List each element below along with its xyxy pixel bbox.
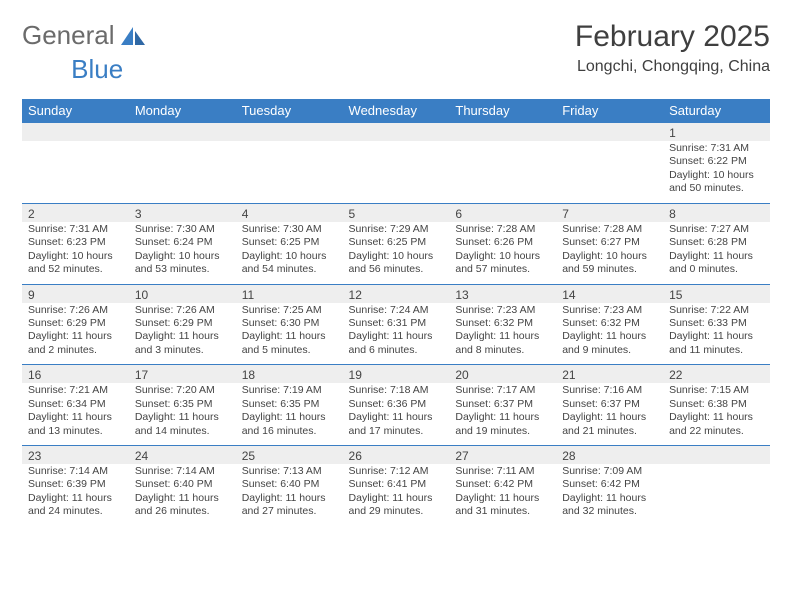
day-number-cell: 24 (129, 446, 236, 465)
day-detail-cell (22, 141, 129, 203)
day-number-cell: 19 (343, 365, 450, 384)
location-text: Longchi, Chongqing, China (575, 58, 770, 76)
day-number-cell: 17 (129, 365, 236, 384)
day-detail-cell: Sunrise: 7:27 AMSunset: 6:28 PMDaylight:… (663, 222, 770, 284)
day-number-row: 2345678 (22, 203, 770, 222)
day-detail-cell: Sunrise: 7:30 AMSunset: 6:24 PMDaylight:… (129, 222, 236, 284)
day-detail-cell: Sunrise: 7:31 AMSunset: 6:22 PMDaylight:… (663, 141, 770, 203)
day-detail-row: Sunrise: 7:26 AMSunset: 6:29 PMDaylight:… (22, 303, 770, 365)
day-detail-cell: Sunrise: 7:18 AMSunset: 6:36 PMDaylight:… (343, 383, 450, 445)
day-number-cell (343, 123, 450, 142)
day-number-cell (129, 123, 236, 142)
day-number-cell: 20 (449, 365, 556, 384)
day-detail-cell: Sunrise: 7:29 AMSunset: 6:25 PMDaylight:… (343, 222, 450, 284)
day-detail-cell: Sunrise: 7:28 AMSunset: 6:26 PMDaylight:… (449, 222, 556, 284)
day-number-cell: 16 (22, 365, 129, 384)
day-detail-cell: Sunrise: 7:17 AMSunset: 6:37 PMDaylight:… (449, 383, 556, 445)
brand-part2: Blue (71, 54, 123, 85)
day-number-cell: 3 (129, 203, 236, 222)
day-detail-cell (129, 141, 236, 203)
day-number-cell: 6 (449, 203, 556, 222)
day-number-row: 232425262728 (22, 446, 770, 465)
day-detail-cell (663, 464, 770, 526)
day-number-row: 1 (22, 123, 770, 142)
day-detail-row: Sunrise: 7:21 AMSunset: 6:34 PMDaylight:… (22, 383, 770, 445)
day-detail-cell (556, 141, 663, 203)
day-number-cell: 27 (449, 446, 556, 465)
title-block: February 2025 Longchi, Chongqing, China (575, 20, 770, 76)
day-detail-cell: Sunrise: 7:23 AMSunset: 6:32 PMDaylight:… (556, 303, 663, 365)
day-detail-cell: Sunrise: 7:13 AMSunset: 6:40 PMDaylight:… (236, 464, 343, 526)
day-detail-cell: Sunrise: 7:11 AMSunset: 6:42 PMDaylight:… (449, 464, 556, 526)
day-detail-cell: Sunrise: 7:20 AMSunset: 6:35 PMDaylight:… (129, 383, 236, 445)
brand-logo: General (22, 20, 147, 51)
day-detail-cell: Sunrise: 7:25 AMSunset: 6:30 PMDaylight:… (236, 303, 343, 365)
day-detail-cell: Sunrise: 7:26 AMSunset: 6:29 PMDaylight:… (129, 303, 236, 365)
day-number-cell (22, 123, 129, 142)
day-number-cell: 18 (236, 365, 343, 384)
weekday-header-cell: Friday (556, 99, 663, 123)
day-number-cell: 21 (556, 365, 663, 384)
weekday-header-cell: Monday (129, 99, 236, 123)
day-number-cell: 2 (22, 203, 129, 222)
day-number-cell: 5 (343, 203, 450, 222)
day-number-cell: 25 (236, 446, 343, 465)
brand-part1: General (22, 20, 115, 51)
day-detail-cell (449, 141, 556, 203)
day-detail-cell: Sunrise: 7:26 AMSunset: 6:29 PMDaylight:… (22, 303, 129, 365)
calendar-table: SundayMondayTuesdayWednesdayThursdayFrid… (22, 99, 770, 526)
day-number-cell: 9 (22, 284, 129, 303)
weekday-header-cell: Tuesday (236, 99, 343, 123)
day-detail-cell: Sunrise: 7:30 AMSunset: 6:25 PMDaylight:… (236, 222, 343, 284)
day-number-cell: 13 (449, 284, 556, 303)
day-number-cell: 12 (343, 284, 450, 303)
day-number-cell: 4 (236, 203, 343, 222)
day-detail-cell: Sunrise: 7:16 AMSunset: 6:37 PMDaylight:… (556, 383, 663, 445)
weekday-header-cell: Thursday (449, 99, 556, 123)
day-number-cell: 23 (22, 446, 129, 465)
sail-icon (119, 25, 147, 47)
day-number-cell: 26 (343, 446, 450, 465)
day-number-cell: 7 (556, 203, 663, 222)
day-detail-cell: Sunrise: 7:09 AMSunset: 6:42 PMDaylight:… (556, 464, 663, 526)
day-detail-cell: Sunrise: 7:12 AMSunset: 6:41 PMDaylight:… (343, 464, 450, 526)
day-number-cell (663, 446, 770, 465)
day-detail-cell: Sunrise: 7:14 AMSunset: 6:39 PMDaylight:… (22, 464, 129, 526)
day-number-cell: 10 (129, 284, 236, 303)
day-detail-cell: Sunrise: 7:28 AMSunset: 6:27 PMDaylight:… (556, 222, 663, 284)
weekday-header-row: SundayMondayTuesdayWednesdayThursdayFrid… (22, 99, 770, 123)
day-detail-cell: Sunrise: 7:24 AMSunset: 6:31 PMDaylight:… (343, 303, 450, 365)
day-detail-cell: Sunrise: 7:23 AMSunset: 6:32 PMDaylight:… (449, 303, 556, 365)
day-detail-cell: Sunrise: 7:19 AMSunset: 6:35 PMDaylight:… (236, 383, 343, 445)
month-title: February 2025 (575, 20, 770, 54)
day-detail-cell (343, 141, 450, 203)
day-number-cell: 14 (556, 284, 663, 303)
weekday-header-cell: Saturday (663, 99, 770, 123)
day-number-cell: 15 (663, 284, 770, 303)
day-number-cell (449, 123, 556, 142)
day-detail-row: Sunrise: 7:14 AMSunset: 6:39 PMDaylight:… (22, 464, 770, 526)
day-number-row: 16171819202122 (22, 365, 770, 384)
day-detail-cell: Sunrise: 7:21 AMSunset: 6:34 PMDaylight:… (22, 383, 129, 445)
day-number-row: 9101112131415 (22, 284, 770, 303)
day-number-cell (556, 123, 663, 142)
weekday-header-cell: Wednesday (343, 99, 450, 123)
day-detail-cell: Sunrise: 7:22 AMSunset: 6:33 PMDaylight:… (663, 303, 770, 365)
day-number-cell: 22 (663, 365, 770, 384)
day-detail-row: Sunrise: 7:31 AMSunset: 6:22 PMDaylight:… (22, 141, 770, 203)
day-number-cell: 28 (556, 446, 663, 465)
day-number-cell: 1 (663, 123, 770, 142)
day-detail-cell: Sunrise: 7:15 AMSunset: 6:38 PMDaylight:… (663, 383, 770, 445)
day-detail-row: Sunrise: 7:31 AMSunset: 6:23 PMDaylight:… (22, 222, 770, 284)
day-detail-cell (236, 141, 343, 203)
weekday-header-cell: Sunday (22, 99, 129, 123)
day-detail-cell: Sunrise: 7:31 AMSunset: 6:23 PMDaylight:… (22, 222, 129, 284)
day-detail-cell: Sunrise: 7:14 AMSunset: 6:40 PMDaylight:… (129, 464, 236, 526)
day-number-cell: 8 (663, 203, 770, 222)
day-number-cell: 11 (236, 284, 343, 303)
day-number-cell (236, 123, 343, 142)
